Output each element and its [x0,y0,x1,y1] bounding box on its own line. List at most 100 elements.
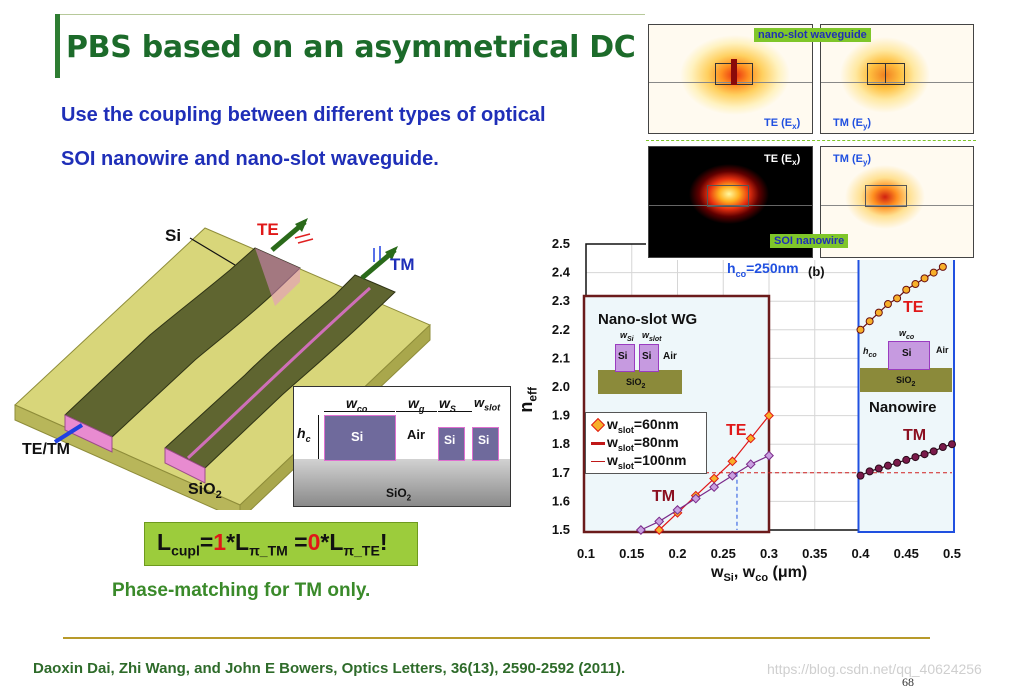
data-point [764,450,774,461]
nanowire-inset-hco: hco [863,346,877,359]
slot-inset-wslot: wslot [642,330,662,343]
data-point [764,410,774,421]
device-illustration [14,218,431,510]
slot-inset-air-label: Air [663,351,677,362]
te-ex-label: TE (Ex) [764,117,801,132]
formula-text: Lcupl=1*Lπ_TM =0*Lπ_TE! [157,529,388,559]
y-tick-label: 1.6 [552,493,570,508]
data-point [911,280,920,289]
cross-section-slot-si-2 [472,427,499,461]
x-tick-label: 0.3 [760,546,778,561]
data-point [745,459,756,470]
nanowire-inset-si [888,341,930,370]
coupling-length-formula: Lcupl=1*Lπ_TM =0*Lπ_TE! [144,522,418,566]
y-tick-label: 2.0 [552,379,570,394]
wg-dim-line [396,411,437,412]
hc-label: hc [297,425,311,444]
data-point [874,464,883,473]
series-line [860,266,944,331]
legend-marker-diamond [590,417,606,433]
slot-box-title: Nano-slot WG [598,311,698,328]
y-tick-label: 2.5 [552,236,570,251]
te-output-label: TE [257,220,279,239]
data-point [635,525,646,535]
x-tick-label: 0.4 [851,546,870,561]
slot-tm-label: TM [652,488,676,505]
data-point [920,450,929,459]
slot-te-ex-mode: TE (Ex) [648,24,813,134]
x-tick-label: 0.25 [711,546,736,561]
wslot-label: wslot [474,395,501,413]
footer-rule [63,637,930,639]
nanowire-inset: wco hco Si Air SiO2 [860,328,952,396]
wide-waveguide-end [255,248,300,306]
data-point [911,453,920,462]
panel-divider [646,140,976,141]
x-tick-label: 0.5 [943,546,961,561]
wco-dim-line [324,411,395,412]
legend-entry: wslot=80nm [591,434,701,453]
te-field-mark [297,238,314,244]
axis-ticks: 0.1 0.15 0.2 0.25 0.3 0.35 0.4 0.45 0.5 1.5 1.6 1.7… [552,236,961,561]
te-field-mark [294,233,311,239]
mode-profile-panels: TE (Ex) TM (Ey) nano-slot waveguide TE (… [646,22,976,260]
data-point [929,447,938,456]
cross-section-wide-si [324,415,396,461]
data-point [948,440,956,449]
data-point [893,458,902,467]
data-point [883,461,892,470]
subtitle-line-2: SOI nanowire and nano-slot waveguide. [61,148,439,170]
data-point [902,285,911,294]
y-tick-label: 2.1 [552,350,570,365]
y-tick-label: 2.4 [552,265,571,280]
data-point [893,294,902,303]
si-label: Si [165,226,182,245]
y-tick-label: 1.7 [552,465,570,480]
data-point [654,516,665,527]
cross-section-inset: wco wg wS wslot hc Si Air Si Si SiO2 [293,386,511,507]
data-point [902,455,911,464]
data-point [920,274,929,283]
slot-te-label: TE [726,422,747,439]
slot-inset-si-2 [639,344,659,372]
nanowire-tm-label: TM [903,427,927,444]
page-number: 68 [902,675,914,689]
tm-ey-label: TM (Ey) [833,153,872,168]
slot-inset-si-label: Si [618,351,628,362]
si-leader-line [189,237,236,266]
y-tick-label: 2.2 [552,322,570,337]
nanowire-inset-air-label: Air [936,345,949,355]
cross-section-slot-si-label: Si [444,433,456,447]
data-point [874,308,883,317]
cross-section-slot-si-label: Si [478,433,490,447]
panel-b-label: (b) [808,264,825,279]
x-axis-label: wSi, wco (μm) [711,564,808,585]
neff-chart: 0.1 0.15 0.2 0.25 0.3 0.35 0.4 0.45 0.5 1.5 1.6 1.7… [552,236,961,561]
y-axis-label: neff [516,386,540,413]
data-point [727,456,738,467]
input-label: TE/TM [22,441,70,458]
data-point [745,433,756,444]
y-tick-label: 1.8 [552,436,570,451]
data-point [727,470,738,481]
slot-inset-wsi: wSi [620,330,634,343]
wslot-dim-line [464,411,472,412]
slot-inset-si-1 [615,344,635,372]
phase-matching-note: Phase-matching for TM only. [112,580,371,601]
watermark: https://blog.csdn.net/qq_40624256 [767,661,982,677]
title-accent-bar [55,14,60,78]
chart-legend: wslot=60nm wslot=80nm wslot=100nm [585,412,707,474]
subtitle-line-1: Use the coupling between different types… [61,104,546,126]
nanowire-te-label: TE [903,299,924,316]
data-point [709,473,720,484]
series-layer [635,262,956,535]
tm-arrow-head [385,246,398,260]
input-arrow [53,423,84,444]
legend-entry: wslot=100nm [591,452,701,471]
hc-dim-line [318,415,319,459]
x-tick-label: 0.35 [802,546,827,561]
ws-label: wS [439,395,456,414]
slot-inset-substrate [598,370,682,394]
reference-citation: Daoxin Dai, Zhi Wang, and John E Bowers,… [33,660,626,677]
slot-panel-title: nano-slot waveguide [754,28,871,42]
